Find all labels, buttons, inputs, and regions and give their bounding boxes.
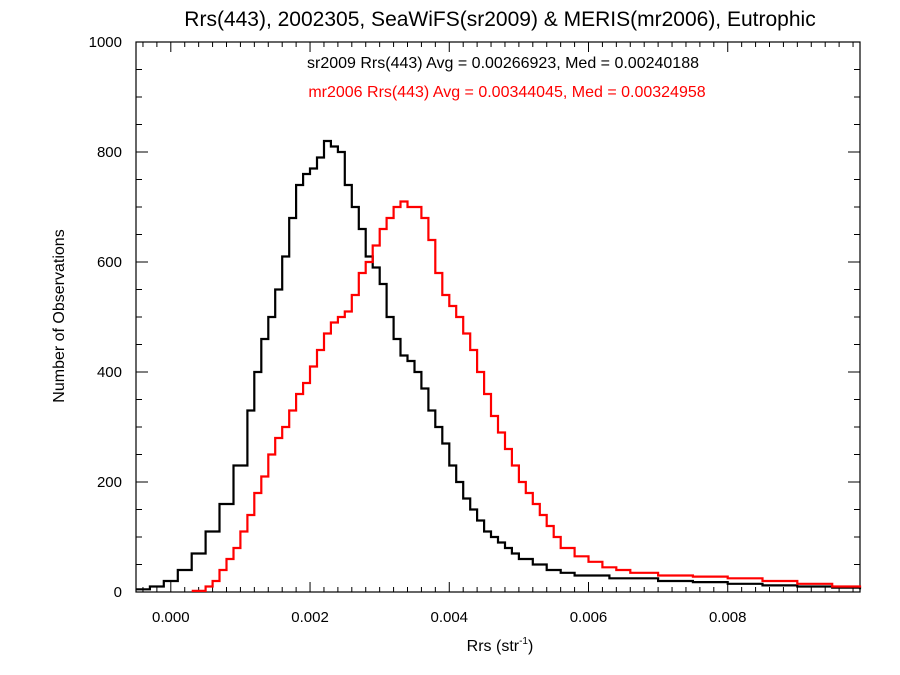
x-axis-label-main: Rrs (str	[467, 638, 520, 655]
series-line-sr2009	[136, 139, 862, 591]
x-tick-label: 0.000	[152, 609, 190, 626]
y-tick-label: 0	[114, 584, 122, 601]
y-axis-label: Number of Observations	[51, 229, 68, 402]
x-axis-label: Rrs (str-1)	[467, 636, 534, 655]
x-axis-ticks	[142, 42, 854, 592]
plot-frame	[135, 41, 861, 593]
y-tick-label: 600	[97, 254, 122, 271]
y-axis-tick-labels: 0 200 400 600 800 1000	[89, 34, 122, 601]
y-tick-label: 200	[97, 474, 122, 491]
x-tick-label: 0.002	[291, 609, 329, 626]
y-tick-label: 1000	[89, 34, 122, 51]
x-tick-label: 0.004	[430, 609, 468, 626]
x-tick-label: 0.008	[709, 609, 747, 626]
series-lines	[136, 139, 862, 592]
x-axis-label-superscript: -1	[519, 636, 528, 647]
y-tick-label: 800	[97, 144, 122, 161]
x-axis-label-tail: )	[528, 638, 533, 655]
y-tick-label: 400	[97, 364, 122, 381]
legend-entry-mr2006: mr2006 Rrs(443) Avg = 0.00344045, Med = …	[308, 84, 705, 101]
x-axis-tick-labels: 0.000 0.002 0.004 0.006 0.008	[152, 609, 746, 626]
x-tick-label: 0.006	[570, 609, 608, 626]
series-line-mr2006	[191, 200, 862, 592]
y-axis-ticks	[136, 41, 860, 593]
chart-title: Rrs(443), 2002305, SeaWiFS(sr2009) & MER…	[184, 8, 815, 31]
legend-entry-sr2009: sr2009 Rrs(443) Avg = 0.00266923, Med = …	[307, 55, 699, 72]
